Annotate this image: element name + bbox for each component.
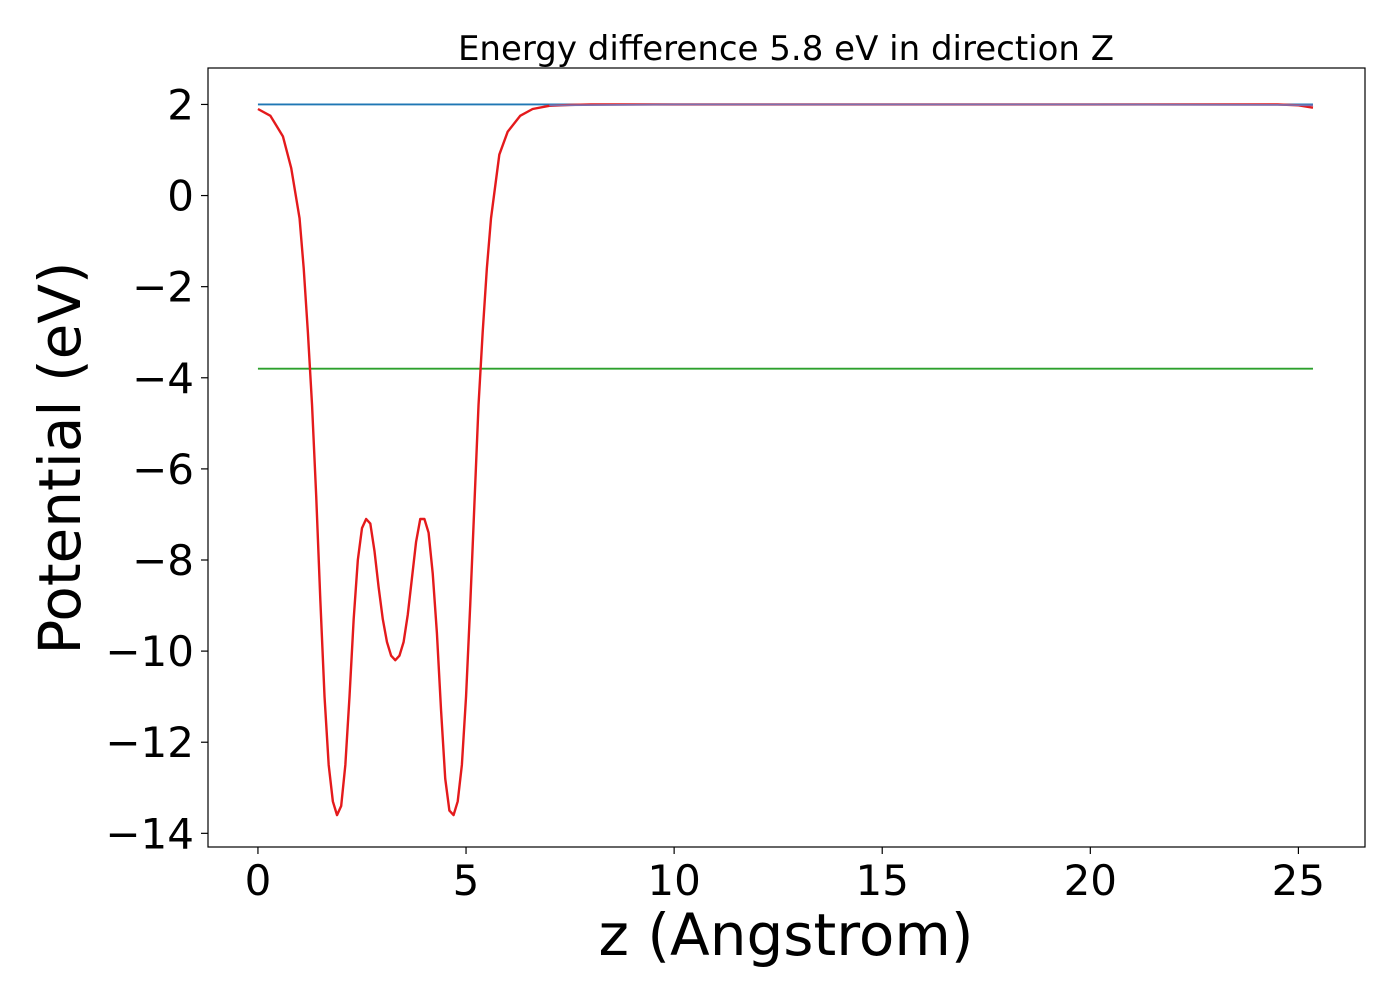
x-axis-ticks: 0 5 10 15 20 25 [245, 847, 1325, 905]
x-tick-label: 15 [855, 856, 908, 905]
y-tick-label: 0 [167, 172, 194, 221]
y-axis-label: Potential (eV) [26, 261, 94, 654]
y-tick-label: −6 [132, 445, 194, 494]
x-tick-label: 0 [245, 856, 272, 905]
series-line-4 [549, 103, 1313, 107]
y-tick-label: −4 [132, 354, 194, 403]
x-tick-label: 10 [647, 856, 700, 905]
y-tick-label: 2 [167, 80, 194, 129]
series-line-3 [257, 103, 1314, 817]
plot-area-frame [207, 67, 1366, 848]
x-tick-label: 5 [453, 856, 480, 905]
y-tick-label: −8 [132, 536, 194, 585]
x-axis-label: z (Angstrom) [599, 901, 974, 969]
x-tick-label: 25 [1272, 856, 1325, 905]
chart-title: Energy difference 5.8 eV in direction Z [458, 29, 1114, 69]
y-tick-label: −12 [105, 718, 194, 767]
y-tick-label: −14 [105, 809, 194, 858]
y-tick-label: −10 [105, 627, 194, 676]
y-tick-label: −2 [132, 263, 194, 312]
y-axis-ticks: 2 0 −2 −4 −6 −8 −10 −12 −14 [105, 80, 208, 858]
series-layer [257, 103, 1314, 817]
x-tick-label: 20 [1064, 856, 1117, 905]
